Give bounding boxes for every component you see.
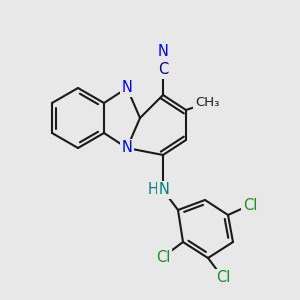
Text: C: C xyxy=(158,62,168,77)
Text: N: N xyxy=(122,80,132,95)
Text: Cl: Cl xyxy=(216,271,230,286)
Text: Cl: Cl xyxy=(156,250,170,265)
Text: N: N xyxy=(158,44,168,59)
Text: N: N xyxy=(122,140,132,155)
Text: H: H xyxy=(148,182,158,197)
Text: CH₃: CH₃ xyxy=(195,97,219,110)
Text: Cl: Cl xyxy=(243,197,257,212)
Text: N: N xyxy=(159,182,170,197)
